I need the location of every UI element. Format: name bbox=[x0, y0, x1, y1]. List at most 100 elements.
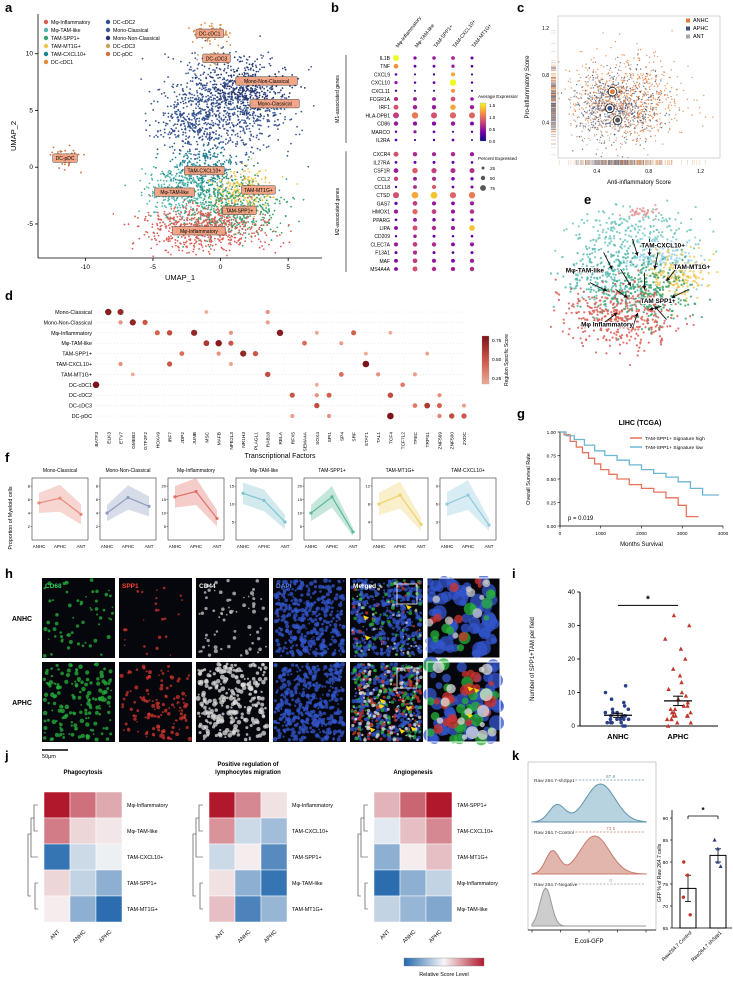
svg-text:PPARG: PPARG bbox=[373, 218, 390, 224]
svg-text:-5: -5 bbox=[150, 264, 156, 271]
svg-text:Average Expression: Average Expression bbox=[478, 94, 518, 99]
svg-text:0: 0 bbox=[29, 164, 33, 171]
panel-e-velocity: TAM-CXCL10+ TAM-MT1G+ Mφ-TAM-like TAM SPP1+… bbox=[524, 195, 733, 376]
svg-text:-5: -5 bbox=[27, 221, 33, 228]
survival-plot: LIHC (TCGA)0 1000 2000 3000 40000.000.250.50… bbox=[526, 420, 729, 548]
panel-label-h: h bbox=[5, 566, 13, 581]
panel-label-f: f bbox=[5, 450, 10, 465]
svg-text:-10: -10 bbox=[81, 264, 91, 271]
svg-text:CXCL9: CXCL9 bbox=[374, 72, 390, 78]
panel-a-umap: -10 -5 0 5 -5 0 5 10 UMAP_1 UMAP_2 Mφ-Inflammatory… bbox=[4, 6, 330, 290]
svg-text:Mφ-TAM-like: Mφ-TAM-like bbox=[160, 190, 189, 196]
svg-text:TAM-SPP1+: TAM-SPP1+ bbox=[51, 36, 80, 42]
svg-text:CCL18: CCL18 bbox=[374, 185, 390, 191]
proportion-trends: Proportion of Myeloid cellsMono-Classica… bbox=[8, 468, 497, 550]
svg-text:CXCL10: CXCL10 bbox=[371, 81, 390, 87]
svg-text:0.5: 0.5 bbox=[489, 127, 496, 132]
svg-text:DC-cDC3: DC-cDC3 bbox=[206, 56, 228, 62]
panel-h-immunofluorescence: ANHC CD68 SPP1 CD44 DAPI Merged APHC 50μm bbox=[4, 574, 514, 760]
svg-text:Mono-Classical: Mono-Classical bbox=[258, 102, 292, 108]
svg-text:Mono-Non-Classical: Mono-Non-Classical bbox=[244, 79, 289, 85]
panel-d-regulons: Mono-Classical Mono-Non-Classical Mφ-Infla… bbox=[4, 296, 518, 462]
svg-text:TAM-CXCL10+: TAM-CXCL10+ bbox=[51, 52, 86, 58]
svg-text:GAS7: GAS7 bbox=[377, 201, 391, 207]
svg-text:TAM-MT1G+: TAM-MT1G+ bbox=[244, 188, 273, 194]
svg-text:HMOX1: HMOX1 bbox=[372, 210, 390, 216]
svg-text:CSF1R: CSF1R bbox=[374, 169, 391, 175]
panel-f-proportions: Proportion of Myeloid cells Mono-Classica… bbox=[4, 460, 518, 568]
svg-text:0: 0 bbox=[219, 264, 223, 271]
svg-text:LIPA: LIPA bbox=[380, 226, 391, 232]
panel-c-scatter: ANHC APHC ANT 0.4 0.8 1.2 0.4 0.8 1.2 Anti-inflam… bbox=[518, 2, 733, 198]
svg-text:10: 10 bbox=[26, 51, 34, 58]
panel-label-g: g bbox=[517, 406, 525, 421]
svg-text:TAM-MT1G+: TAM-MT1G+ bbox=[471, 23, 493, 49]
marker-dotplot: Mφ-InflammatoryMφ-TAM-likeTAM-SPP1+TAM-C… bbox=[335, 15, 519, 273]
svg-text:MS4A4A: MS4A4A bbox=[370, 267, 390, 273]
svg-text:CLEC7A: CLEC7A bbox=[371, 242, 391, 248]
svg-text:DC-cDC1: DC-cDC1 bbox=[199, 31, 221, 37]
scatter-points bbox=[557, 30, 714, 159]
svg-text:IRF1: IRF1 bbox=[379, 105, 390, 111]
svg-text:IL27RA: IL27RA bbox=[373, 160, 390, 166]
svg-text:75: 75 bbox=[490, 186, 496, 191]
svg-text:DC-pDC: DC-pDC bbox=[56, 156, 75, 162]
svg-text:Percent Expressed: Percent Expressed bbox=[478, 156, 517, 161]
svg-text:M1-associated genes: M1-associated genes bbox=[335, 75, 341, 123]
svg-text:F13A1: F13A1 bbox=[375, 251, 390, 257]
svg-text:Mφ-Inflammatory: Mφ-Inflammatory bbox=[51, 20, 91, 26]
panel-label-e: e bbox=[584, 192, 592, 207]
svg-text:FCGR1A: FCGR1A bbox=[370, 97, 391, 103]
panel-label-a: a bbox=[5, 0, 13, 15]
svg-text:Mφ-TAM-like: Mφ-TAM-like bbox=[51, 28, 81, 34]
svg-text:HLA-DPB1: HLA-DPB1 bbox=[366, 113, 391, 119]
svg-text:Mono-Non-Classical: Mono-Non-Classical bbox=[113, 36, 160, 42]
svg-text:IL1B: IL1B bbox=[380, 56, 391, 62]
svg-text:CD209: CD209 bbox=[374, 234, 390, 240]
regulon-dotplot: Mono-ClassicalMono-Non-ClassicalMφ-Infla… bbox=[43, 308, 510, 460]
umap-legend: Mφ-Inflammatory Mφ-TAM-like TAM-SPP1+ TAM-M… bbox=[43, 19, 160, 66]
svg-text:MAF: MAF bbox=[379, 259, 390, 265]
svg-text:CXCL11: CXCL11 bbox=[371, 89, 390, 95]
umap-points bbox=[49, 22, 315, 258]
svg-text:25: 25 bbox=[490, 166, 496, 171]
panel-k-flow: Raw 264.7-shSpp1 87.8 Raw 264.7-Control 73.… bbox=[518, 758, 733, 997]
go-heatmaps: PhagocytosisMφ-InflammatoryMφ-TAM-likeTA… bbox=[27, 762, 498, 978]
panel-label-b: b bbox=[331, 0, 339, 15]
svg-text:DC-cDC3: DC-cDC3 bbox=[113, 44, 135, 50]
panel-label-c: c bbox=[517, 0, 525, 15]
svg-text:M2-associated genes: M2-associated genes bbox=[335, 187, 341, 235]
svg-text:Mono-Classical: Mono-Classical bbox=[113, 28, 148, 34]
svg-text:DC-cDC2: DC-cDC2 bbox=[113, 20, 135, 26]
svg-text:5: 5 bbox=[29, 107, 33, 114]
svg-text:TAM-CXCL10+: TAM-CXCL10+ bbox=[188, 169, 222, 175]
svg-text:DC-cDC1: DC-cDC1 bbox=[51, 60, 73, 66]
panel-label-k: k bbox=[512, 748, 520, 763]
svg-text:CXCR4: CXCR4 bbox=[373, 152, 390, 158]
panel-label-d: d bbox=[5, 288, 13, 303]
svg-text:0.0: 0.0 bbox=[489, 139, 496, 144]
svg-text:TNF: TNF bbox=[380, 64, 390, 70]
panel-i-quantification: 0 10 20 30 40 Number of SPP1+TAM per field ANH… bbox=[518, 576, 733, 756]
panel-label-i: i bbox=[512, 566, 516, 581]
panel-b-dotplot: Mφ-Inflammatory Mφ-TAM-like TAM-SPP1+ TAM-C… bbox=[330, 2, 519, 298]
panel-label-j: j bbox=[5, 748, 9, 763]
panel-j-heatmaps: Phagocytosis Mφ-Inflammatory Mφ-TAM-like TA… bbox=[4, 758, 518, 997]
svg-text:CD86: CD86 bbox=[377, 122, 390, 128]
svg-text:1.5: 1.5 bbox=[489, 103, 496, 108]
panel-g-survival: LIHC (TCGA) 0 1000 2000 3000 4000 0.00 0.25 0.50… bbox=[518, 414, 733, 566]
svg-text:1.0: 1.0 bbox=[489, 115, 496, 120]
svg-text:50: 50 bbox=[490, 176, 496, 181]
svg-text:MARCO: MARCO bbox=[371, 130, 390, 136]
svg-text:CCL2: CCL2 bbox=[377, 177, 390, 183]
svg-text:UMAP_2: UMAP_2 bbox=[9, 121, 18, 151]
svg-text:UMAP_1: UMAP_1 bbox=[165, 273, 195, 282]
svg-text:5: 5 bbox=[286, 264, 290, 271]
svg-text:CTSD: CTSD bbox=[376, 193, 390, 199]
svg-text:TAM-MT1G+: TAM-MT1G+ bbox=[51, 44, 81, 50]
